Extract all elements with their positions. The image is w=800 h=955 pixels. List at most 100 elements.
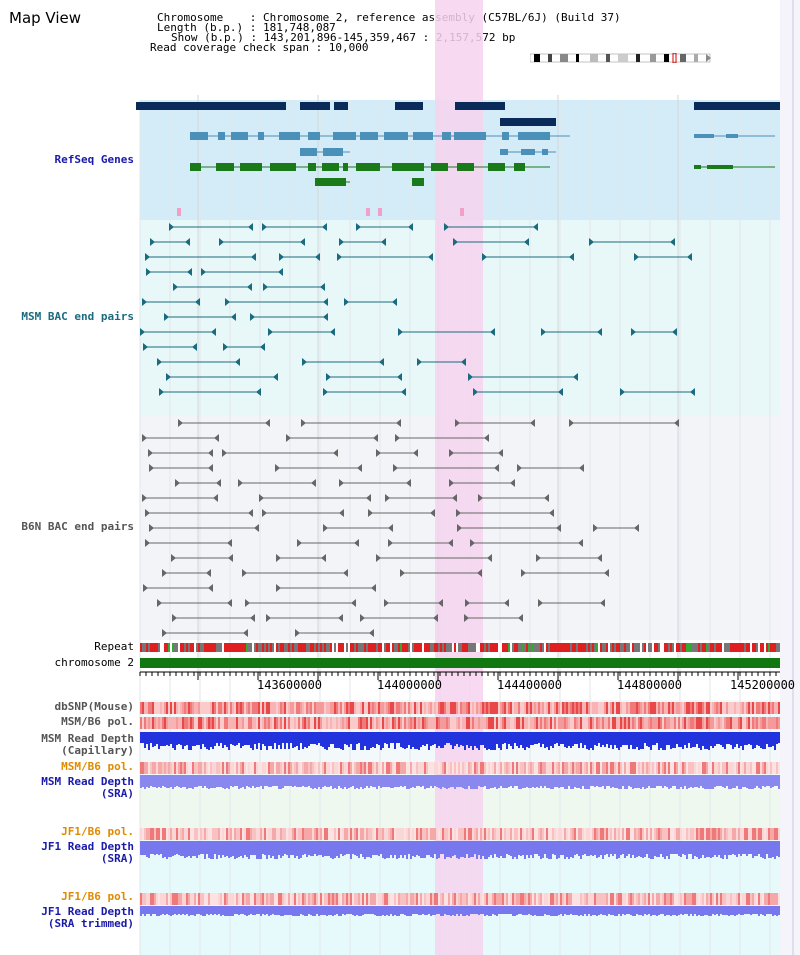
depth-bar — [358, 775, 360, 789]
heat-cell — [322, 762, 324, 774]
heat-cell — [634, 762, 636, 774]
refseq-genes-label[interactable]: RefSeq Genes — [54, 153, 134, 166]
depth-bar — [338, 906, 340, 916]
heat-cell — [738, 762, 740, 774]
depth-bar — [382, 841, 384, 858]
chromosome-ideogram[interactable] — [530, 53, 712, 63]
heat-cell — [248, 828, 250, 840]
repeat-mark — [598, 643, 600, 652]
heat-cell — [156, 702, 158, 714]
depth-bar — [312, 775, 314, 789]
depth-bar — [386, 906, 388, 915]
depth-bar — [230, 841, 232, 857]
b6n-bac-pair-end — [498, 449, 503, 457]
heat-cell — [444, 702, 446, 714]
heat-cell — [488, 762, 490, 774]
depth-bar — [474, 775, 476, 789]
depth-bar — [140, 906, 142, 916]
heat-cell — [674, 893, 676, 905]
heat-cell — [218, 717, 220, 729]
depth-bar — [176, 906, 178, 915]
heat-cell — [606, 717, 608, 729]
depth-bar — [198, 841, 200, 855]
depth-bar — [220, 732, 222, 743]
heat-cell — [290, 762, 292, 774]
depth-bar — [552, 775, 554, 789]
heat-cell — [520, 762, 522, 774]
depth-bar — [552, 906, 554, 916]
repeat-mark — [290, 643, 292, 652]
depth-bar — [294, 775, 296, 786]
depth-bar — [718, 841, 720, 855]
depth-bar — [304, 775, 306, 787]
depth-bar — [386, 841, 388, 858]
depth-bar — [422, 906, 424, 914]
depth-bar — [216, 906, 218, 915]
depth-bar — [762, 732, 764, 749]
depth-bar — [278, 906, 280, 915]
heat-cell — [644, 828, 646, 840]
b6n-bac-pair-end — [297, 539, 302, 547]
heat-cell — [346, 828, 348, 840]
heat-cell — [510, 893, 512, 905]
depth-bar — [616, 906, 618, 916]
heat-cell — [650, 893, 652, 905]
heat-cell — [610, 893, 612, 905]
heat-cell — [522, 893, 524, 905]
heat-cell — [558, 828, 560, 840]
depth-bar — [234, 841, 236, 859]
repeat-mark — [398, 643, 400, 652]
depth-bar — [350, 775, 352, 787]
heat-cell — [284, 702, 286, 714]
depth-bar — [686, 775, 688, 789]
depth-bar — [652, 775, 654, 788]
heat-cell — [348, 893, 350, 905]
depth-bar — [462, 841, 464, 857]
heat-cell — [314, 762, 316, 774]
heat-cell — [558, 717, 560, 729]
depth-bar — [774, 841, 776, 859]
heat-cell — [394, 702, 396, 714]
heat-cell — [556, 717, 558, 729]
heat-cell — [174, 702, 176, 714]
depth-bar — [584, 775, 586, 789]
heat-cell — [258, 762, 260, 774]
gene — [190, 102, 286, 110]
depth-bar — [686, 732, 688, 748]
heat-cell — [536, 828, 538, 840]
msm-bac-label[interactable]: MSM BAC end pairs — [21, 310, 134, 323]
heat-cell — [210, 828, 212, 840]
heat-cell — [752, 893, 754, 905]
heat-cell — [238, 717, 240, 729]
heat-cell — [396, 893, 398, 905]
depth-bar — [726, 906, 728, 915]
heat-cell — [742, 828, 744, 840]
heat-cell — [696, 893, 698, 905]
depth-bar — [166, 906, 168, 914]
heat-cell — [142, 828, 144, 840]
b6n-bac-pair-end — [149, 524, 154, 532]
heat-cell — [668, 828, 670, 840]
heat-cell — [376, 828, 378, 840]
heat-cell — [186, 828, 188, 840]
depth-bar — [358, 732, 360, 743]
depth-bar — [372, 775, 374, 787]
depth-bar — [246, 906, 248, 916]
depth-bar — [340, 906, 342, 916]
heat-cell — [494, 702, 496, 714]
depth-bar — [772, 906, 774, 916]
heat-cell — [256, 702, 258, 714]
heat-cell — [686, 893, 688, 905]
b6n-bac-pair-end — [393, 464, 398, 472]
depth-bar — [568, 775, 570, 786]
depth-bar — [372, 732, 374, 747]
b6n-bac-label[interactable]: B6N BAC end pairs — [21, 520, 134, 533]
depth-bar — [462, 732, 464, 746]
heat-cell — [504, 762, 506, 774]
heat-cell — [470, 893, 472, 905]
depth-bar — [730, 841, 732, 855]
heat-cell — [392, 717, 394, 729]
heat-cell — [654, 893, 656, 905]
depth-bar — [234, 906, 236, 914]
